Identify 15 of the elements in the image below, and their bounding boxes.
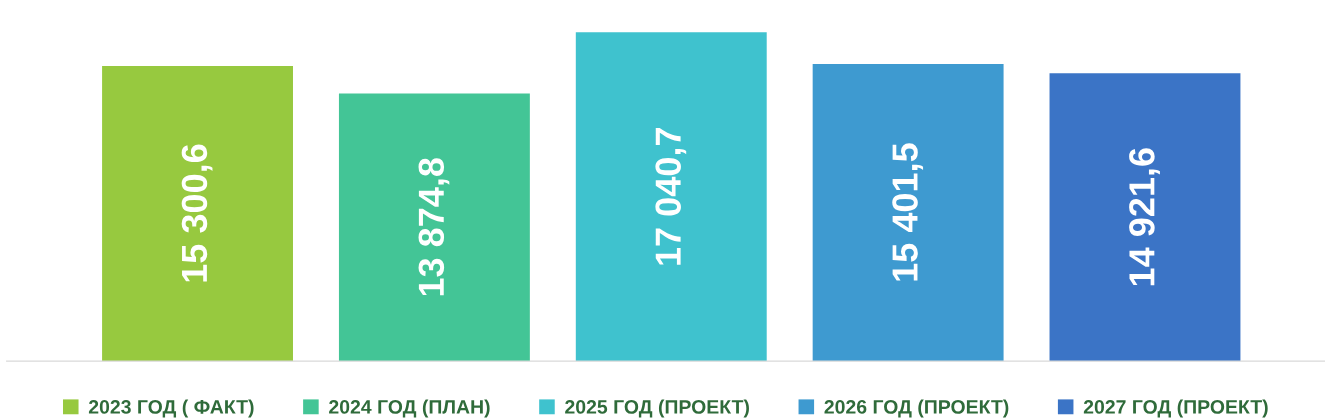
legend-label: 2023 ГОД ( ФАКТ)	[88, 399, 254, 418]
data-label: 15 300,6	[181, 144, 213, 282]
bar	[812, 63, 1004, 362]
data-label: 14 921,6	[1129, 148, 1160, 286]
bar	[575, 32, 767, 362]
legend-label: 2024 ГОД (ПЛАН)	[329, 399, 490, 418]
data-label: 17 040,7	[655, 128, 687, 265]
data-label: 15 401,5	[892, 143, 924, 281]
bar	[338, 93, 530, 362]
data-label: 13 874,8	[418, 158, 450, 296]
legend-label: 2025 ГОД (ПРОЕКТ)	[565, 399, 749, 418]
bar	[1049, 73, 1241, 362]
legend-label: 2026 ГОД (ПРОЕКТ)	[824, 399, 1009, 418]
legend-label: 2027 ГОД (ПРОЕКТ)	[1083, 399, 1268, 418]
bar	[102, 65, 293, 362]
